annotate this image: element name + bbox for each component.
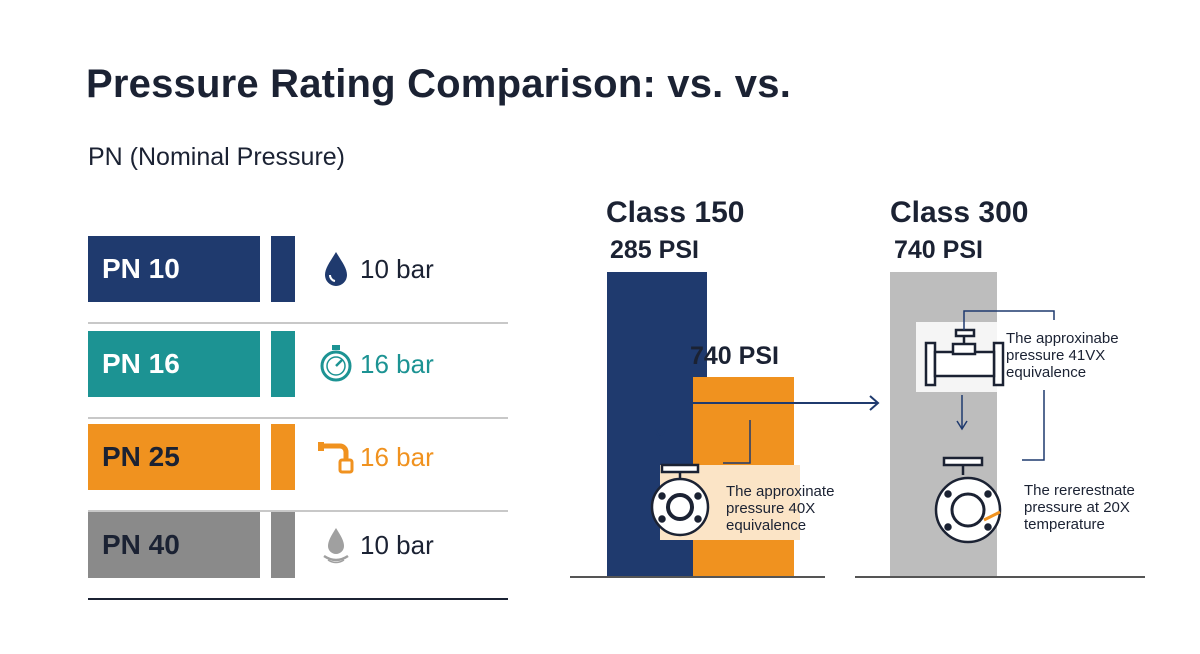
note-line: equivalence (726, 517, 807, 534)
pn-stripe (266, 236, 295, 302)
class150-inner-psi: 740 PSI (690, 342, 779, 370)
class150-heading: Class 150 (606, 196, 745, 229)
pn-value: 16 bar (360, 349, 434, 379)
class300-baseline (855, 576, 1145, 578)
pn-bar: PN 16 (88, 331, 260, 397)
note-line: pressure 41VX (1006, 347, 1106, 364)
class300-heading: Class 300 (890, 196, 1029, 229)
pipe-faucet-icon (318, 442, 354, 474)
pn-row-16: PN 16 16 bar (88, 331, 508, 419)
class300-note-bottom-box (1010, 476, 1160, 540)
note-line: pressure 40X (726, 500, 816, 517)
row-divider (88, 598, 508, 600)
page-title: Pressure Rating Comparison: vs. vs. (86, 62, 792, 106)
note-line: pressure at 20X (1024, 499, 1130, 516)
class300-psi: 740 PSI (894, 236, 983, 264)
section-subtitle: PN (Nominal Pressure) (88, 143, 346, 171)
pn-stripe (266, 424, 295, 490)
class150-psi: 285 PSI (610, 236, 699, 264)
class150-note: The approxinate pressure 40X equivalence (726, 483, 834, 534)
note-line: The approxinabe (1006, 330, 1119, 347)
pn-bar: PN 40 (88, 512, 260, 578)
pn-stripe (266, 331, 295, 397)
pn-bar: PN 25 (88, 424, 260, 490)
note-line: temperature (1024, 516, 1105, 533)
note-line: The rererestnate (1024, 482, 1135, 499)
pn-row-10: PN 10 10 bar (88, 236, 508, 324)
class300-bar-gray (890, 272, 997, 577)
water-drop-icon (325, 252, 347, 286)
row-divider (88, 510, 508, 512)
pn-value: 10 bar (360, 530, 434, 560)
stopwatch-gauge-icon (320, 345, 352, 382)
pn-bar: PN 10 (88, 236, 260, 302)
pn-value: 10 bar (360, 254, 434, 284)
pn-stripe (266, 512, 295, 578)
pn-row-40: PN 40 10 bar (88, 512, 508, 600)
note-line: equivalence (1006, 364, 1087, 381)
note-line: The approxinate (726, 483, 835, 500)
class300-note-bottom: The rererestnate pressure at 20X tempera… (1024, 482, 1135, 533)
class300-note-top: The approxinabe pressure 41VX equivalenc… (1006, 330, 1119, 381)
pn-value: 16 bar (360, 442, 434, 472)
pn-row-25: PN 25 16 bar (88, 424, 508, 512)
row-divider (88, 417, 508, 419)
drip-splash-icon (323, 528, 349, 564)
row-divider (88, 322, 508, 324)
class150-baseline (570, 576, 825, 578)
